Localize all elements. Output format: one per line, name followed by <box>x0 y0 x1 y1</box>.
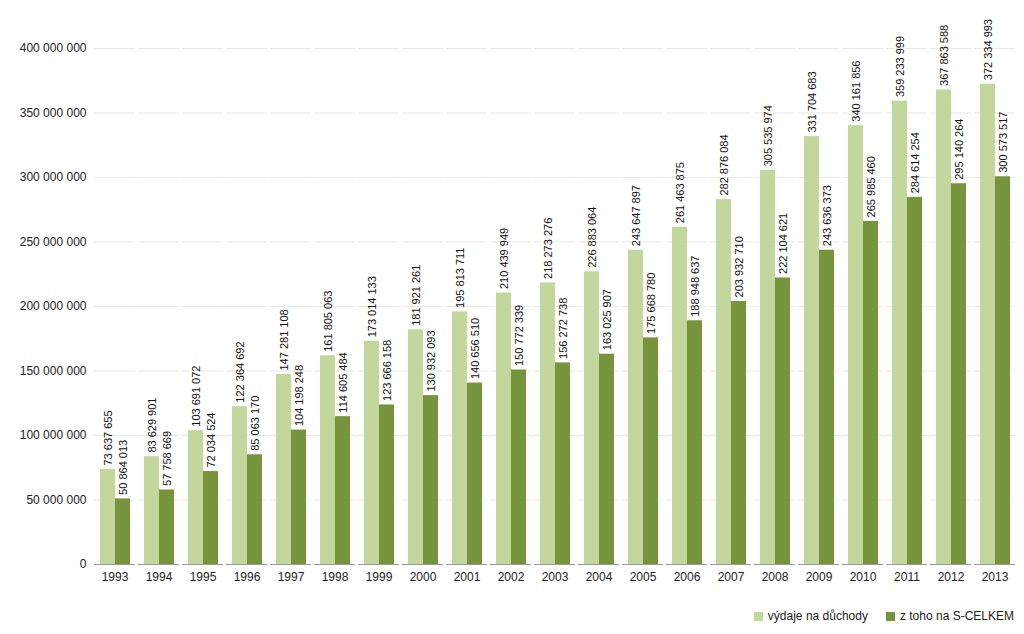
svg-text:181 921 261: 181 921 261 <box>410 265 422 326</box>
svg-text:305 535 974: 305 535 974 <box>762 105 774 166</box>
svg-text:2009: 2009 <box>806 570 833 584</box>
svg-text:300 573 517: 300 573 517 <box>997 112 1009 173</box>
svg-text:130 932 093: 130 932 093 <box>425 330 437 391</box>
svg-text:1997: 1997 <box>278 570 305 584</box>
svg-text:2007: 2007 <box>718 570 745 584</box>
svg-text:250 000 000: 250 000 000 <box>20 235 87 249</box>
svg-text:100 000 000: 100 000 000 <box>20 428 87 442</box>
svg-text:83 629 901: 83 629 901 <box>146 398 158 453</box>
svg-text:147 281 108: 147 281 108 <box>278 309 290 370</box>
svg-text:2002: 2002 <box>498 570 525 584</box>
svg-text:1995: 1995 <box>190 570 217 584</box>
svg-text:122 364 692: 122 364 692 <box>234 341 246 402</box>
html-text:z toho na S-CELKEM: z toho na S-CELKEM <box>899 609 1014 623</box>
svg-text:400 000 000: 400 000 000 <box>20 41 87 55</box>
svg-text:1999: 1999 <box>366 570 393 584</box>
html-text:výdaje na důchody: výdaje na důchody <box>767 609 868 623</box>
svg-text:50 000 000: 50 000 000 <box>26 493 86 507</box>
svg-text:72 034 524: 72 034 524 <box>205 413 217 468</box>
svg-text:2010: 2010 <box>850 570 877 584</box>
svg-text:226 883 064: 226 883 064 <box>586 207 598 268</box>
svg-text:261 463 875: 261 463 875 <box>674 162 686 223</box>
svg-text:57 758 669: 57 758 669 <box>161 431 173 486</box>
svg-text:85 063 170: 85 063 170 <box>249 396 261 451</box>
svg-text:300 000 000: 300 000 000 <box>20 170 87 184</box>
svg-text:222 104 621: 222 104 621 <box>777 213 789 274</box>
svg-text:123 666 158: 123 666 158 <box>381 340 393 401</box>
svg-text:1994: 1994 <box>146 570 173 584</box>
svg-text:340 161 856: 340 161 856 <box>850 61 862 122</box>
svg-text:218 273 276: 218 273 276 <box>542 218 554 279</box>
svg-text:2008: 2008 <box>762 570 789 584</box>
svg-text:150 000 000: 150 000 000 <box>20 364 87 378</box>
svg-text:0: 0 <box>80 557 87 571</box>
svg-text:2005: 2005 <box>630 570 657 584</box>
svg-text:2006: 2006 <box>674 570 701 584</box>
svg-text:173 014 133: 173 014 133 <box>366 276 378 337</box>
svg-text:140 656 510: 140 656 510 <box>469 318 481 379</box>
svg-text:200 000 000: 200 000 000 <box>20 299 87 313</box>
svg-text:243 647 897: 243 647 897 <box>630 185 642 246</box>
svg-text:73 637 655: 73 637 655 <box>102 410 114 465</box>
svg-text:1998: 1998 <box>322 570 349 584</box>
svg-text:2012: 2012 <box>938 570 965 584</box>
svg-text:284 614 254: 284 614 254 <box>909 132 921 193</box>
svg-text:1993: 1993 <box>102 570 129 584</box>
svg-text:114 605 484: 114 605 484 <box>337 352 349 412</box>
svg-text:104 198 248: 104 198 248 <box>293 365 305 426</box>
svg-text:203 932 710: 203 932 710 <box>733 236 745 297</box>
svg-text:350 000 000: 350 000 000 <box>20 106 87 120</box>
svg-text:372 334 993: 372 334 993 <box>982 19 994 80</box>
svg-text:1996: 1996 <box>234 570 261 584</box>
svg-text:2000: 2000 <box>410 570 437 584</box>
svg-text:150 772 339: 150 772 339 <box>513 305 525 366</box>
svg-text:282 876 084: 282 876 084 <box>718 134 730 195</box>
svg-text:2004: 2004 <box>586 570 613 584</box>
svg-text:2001: 2001 <box>454 570 481 584</box>
svg-text:210 439 949: 210 439 949 <box>498 228 510 289</box>
svg-text:156 272 738: 156 272 738 <box>557 298 569 359</box>
svg-text:50 864 013: 50 864 013 <box>117 440 129 495</box>
svg-text:188 948 637: 188 948 637 <box>689 256 701 317</box>
svg-text:103 691 072: 103 691 072 <box>190 366 202 427</box>
svg-text:161 805 063: 161 805 063 <box>322 291 334 352</box>
svg-text:195 813 711: 195 813 711 <box>454 248 466 308</box>
svg-text:295 140 264: 295 140 264 <box>953 119 965 180</box>
svg-text:359 233 999: 359 233 999 <box>894 36 906 97</box>
svg-text:331 704 683: 331 704 683 <box>806 71 818 132</box>
svg-text:163 025 907: 163 025 907 <box>601 289 613 350</box>
svg-text:265 985 460: 265 985 460 <box>865 156 877 217</box>
svg-text:2003: 2003 <box>542 570 569 584</box>
svg-text:2011: 2011 <box>894 570 920 584</box>
svg-text:2013: 2013 <box>982 570 1009 584</box>
svg-text:175 668 780: 175 668 780 <box>645 273 657 334</box>
svg-text:367 863 588: 367 863 588 <box>938 25 950 86</box>
svg-text:243 636 373: 243 636 373 <box>821 185 833 246</box>
